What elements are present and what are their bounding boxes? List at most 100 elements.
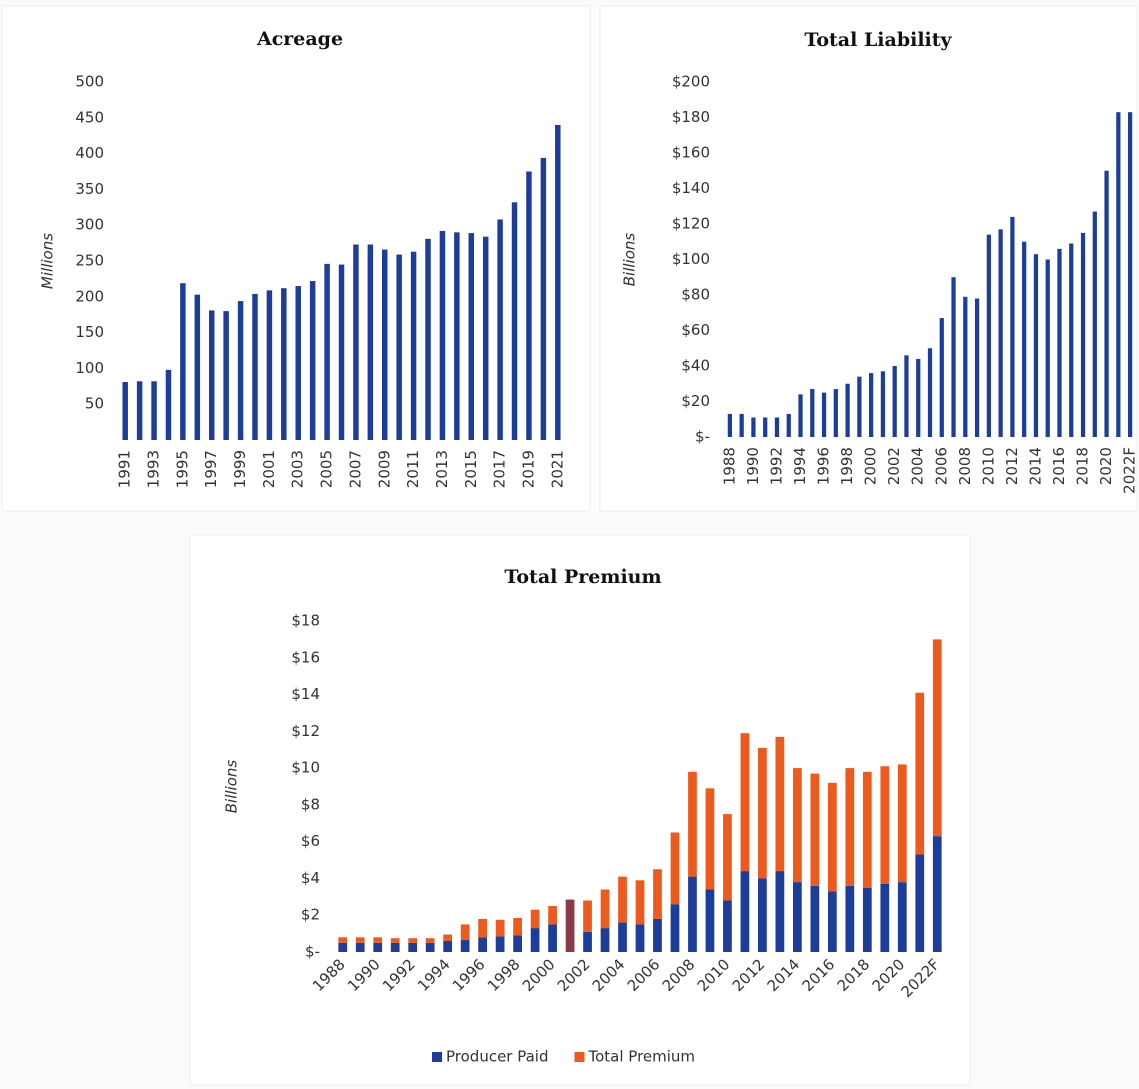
- y-tick-label: $10: [291, 759, 320, 777]
- bar: [237, 301, 244, 440]
- bar-segment: [775, 736, 785, 872]
- x-tick-label: 1994: [791, 447, 809, 485]
- y-tick-label: $80: [681, 286, 710, 304]
- bar-segment: [565, 899, 575, 952]
- bar: [951, 277, 956, 437]
- legend-swatch: [432, 1052, 442, 1062]
- bar-segment: [408, 938, 418, 943]
- x-tick-label: 1988: [720, 447, 738, 485]
- x-tick-label: 2017: [491, 450, 509, 488]
- bar: [821, 392, 827, 437]
- y-axis-label: Billions: [621, 233, 639, 287]
- bar-segment: [478, 937, 487, 952]
- bar-segment: [653, 869, 662, 919]
- y-tick-label: 450: [75, 108, 104, 126]
- y-tick-label: 100: [75, 359, 104, 377]
- y-tick-label: $120: [672, 215, 710, 233]
- bar: [266, 290, 273, 440]
- bar: [410, 251, 417, 440]
- bar-segment: [793, 768, 802, 883]
- bar-segment: [338, 937, 348, 943]
- bar: [810, 389, 815, 437]
- bar-segment: [635, 880, 645, 925]
- x-tick-label: 2001: [260, 450, 278, 488]
- bar-segment: [583, 900, 592, 932]
- y-tick-label: 150: [75, 323, 104, 341]
- x-tick-label: 1997: [202, 450, 220, 488]
- bar: [223, 311, 229, 440]
- y-tick-label: 350: [75, 180, 104, 198]
- bar: [439, 230, 446, 440]
- bar: [904, 355, 909, 437]
- bar: [751, 417, 756, 437]
- bar-segment: [915, 854, 925, 952]
- x-tick-label: 2010: [979, 447, 997, 485]
- bar: [165, 369, 172, 440]
- y-tick-label: $12: [291, 722, 320, 740]
- bar: [295, 286, 301, 440]
- y-tick-label: 300: [75, 216, 104, 234]
- x-tick-label: 1996: [815, 447, 833, 485]
- bar-segment: [355, 942, 365, 952]
- bar-segment: [548, 906, 557, 925]
- bar: [845, 383, 850, 437]
- y-tick-label: $14: [291, 685, 320, 703]
- bar: [892, 366, 897, 437]
- bar-segment: [425, 938, 435, 943]
- bar-segment: [338, 942, 348, 952]
- bar: [526, 171, 532, 440]
- y-tick-label: 400: [75, 144, 104, 162]
- bar-segment: [880, 766, 890, 884]
- bar: [974, 298, 980, 437]
- x-tick-label: 2020: [1097, 447, 1115, 485]
- bar: [382, 249, 388, 440]
- y-tick-label: $200: [672, 73, 710, 91]
- bar: [739, 413, 744, 437]
- x-tick-label: 2008: [956, 447, 974, 485]
- bar-segment: [827, 891, 837, 952]
- y-tick-label: $60: [681, 321, 710, 339]
- bar: [1104, 170, 1109, 437]
- bar: [497, 219, 503, 440]
- y-tick-label: $2: [301, 906, 320, 924]
- bar-segment: [635, 924, 645, 952]
- x-tick-label: 2006: [932, 447, 950, 485]
- y-tick-label: $4: [301, 869, 320, 887]
- bar-segment: [810, 773, 820, 886]
- y-tick-label: $-: [695, 428, 710, 446]
- bar-segment: [530, 928, 540, 952]
- bar-segment: [513, 917, 522, 936]
- bar: [727, 413, 733, 437]
- bar-segment: [758, 747, 767, 879]
- bar-segment: [880, 883, 890, 952]
- bar-segment: [827, 782, 837, 892]
- bar-segment: [513, 935, 522, 952]
- bar-segment: [425, 942, 435, 952]
- bar: [367, 244, 374, 440]
- y-tick-label: $100: [672, 250, 710, 268]
- bar: [927, 348, 933, 437]
- x-tick-label: 2005: [318, 450, 336, 488]
- bar-segment: [618, 876, 627, 923]
- bar-segment: [495, 919, 505, 937]
- bar-segment: [688, 876, 697, 952]
- bar: [1045, 259, 1050, 437]
- bar-segment: [793, 882, 802, 952]
- bar: [1069, 243, 1074, 437]
- bar: [425, 238, 431, 440]
- panel: [189, 534, 971, 1086]
- bar-segment: [740, 871, 750, 952]
- bar: [763, 417, 768, 437]
- bar: [309, 281, 316, 440]
- bar-segment: [845, 768, 855, 886]
- bar-segment: [460, 940, 470, 952]
- bar-segment: [653, 918, 662, 952]
- bar: [1116, 112, 1121, 438]
- y-axis-label: Millions: [39, 233, 57, 289]
- legend-label: Producer Paid: [446, 1048, 549, 1066]
- bar: [252, 293, 258, 440]
- y-tick-label: $20: [681, 392, 710, 410]
- bar-segment: [530, 909, 540, 929]
- bar: [180, 283, 186, 440]
